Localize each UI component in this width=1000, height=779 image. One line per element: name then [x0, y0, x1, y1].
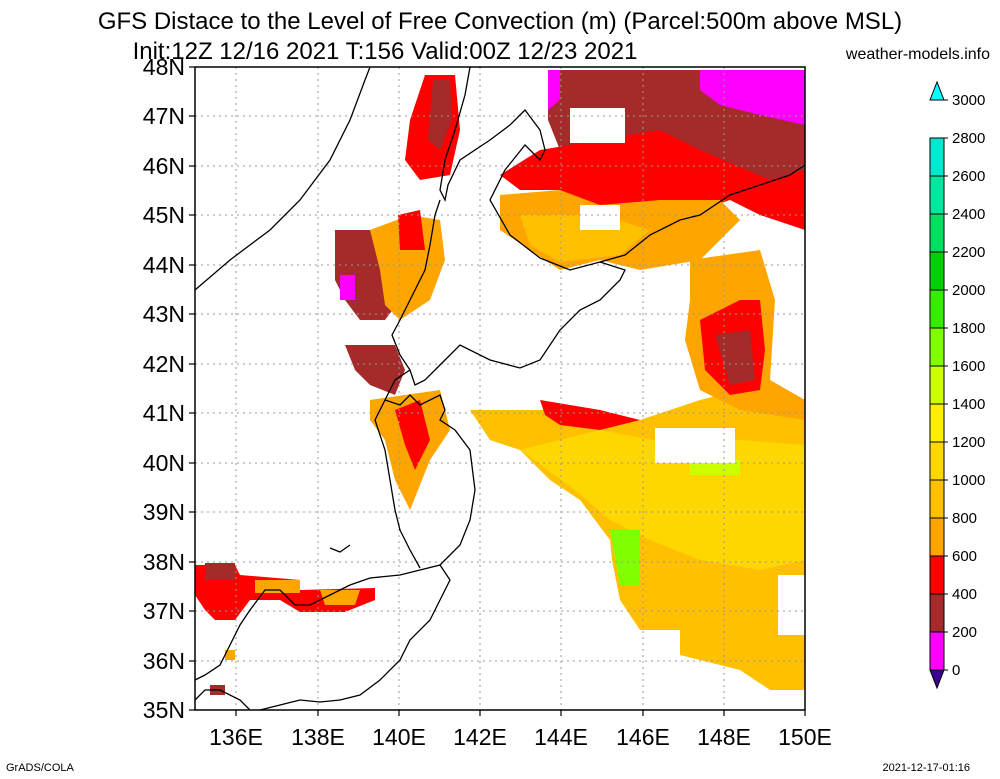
colorbar-swatch: [929, 365, 945, 405]
colorbar-label: 2200: [952, 244, 985, 261]
colorbar-swatch: [929, 289, 945, 329]
colorbar-label: 800: [952, 510, 977, 527]
colorbar-swatch: [929, 517, 945, 557]
colorbar-upper-arrow: [929, 80, 945, 101]
colorbar-label: 1400: [952, 396, 985, 413]
lat-label: 42N: [143, 351, 185, 377]
colorbar-label: 1600: [952, 358, 985, 375]
colorbar-label: 0: [952, 662, 960, 679]
lat-label: 40N: [143, 450, 185, 476]
lat-label: 48N: [143, 54, 185, 80]
colorbar-swatch: [929, 479, 945, 519]
lat-label: 45N: [143, 202, 185, 228]
lat-label: 47N: [143, 103, 185, 129]
colorbar-label: 3000: [952, 92, 985, 109]
lat-label: 39N: [143, 499, 185, 525]
colorbar-swatch: [929, 213, 945, 253]
colorbar-label: 2800: [952, 130, 985, 147]
lat-label: 37N: [143, 598, 185, 624]
colorbar-label: 1800: [952, 320, 985, 337]
lon-label: 146E: [616, 724, 670, 750]
colorbar-swatch: [929, 137, 945, 177]
colorbar-label: 1000: [952, 472, 985, 489]
colorbar-swatch: [929, 175, 945, 215]
colorbar: 0 200 400 600 800 1000 1200 1400 1600 1800 2000 220…: [929, 80, 985, 690]
lat-label: 41N: [143, 400, 185, 426]
map-frame: [194, 66, 806, 711]
lat-label: 38N: [143, 549, 185, 575]
lat-label: 43N: [143, 301, 185, 327]
lon-label: 138E: [291, 724, 345, 750]
colorbar-swatch: [929, 403, 945, 443]
colorbar-lower-arrow: [929, 669, 945, 690]
coastlines: [194, 66, 806, 711]
colorbar-label: 200: [952, 624, 977, 641]
colorbar-swatch: [929, 251, 945, 291]
colorbar-label: 400: [952, 586, 977, 603]
colorbar-label: 2000: [952, 282, 985, 299]
lat-lon-grid: [195, 67, 805, 710]
colorbar-swatch: [929, 593, 945, 633]
lon-label: 150E: [778, 724, 832, 750]
lon-label: 140E: [372, 724, 426, 750]
map-title: GFS Distace to the Level of Free Convect…: [97, 8, 903, 35]
footer-timestamp: 2021-12-17-01:16: [882, 762, 970, 774]
map-subtitle: Init:12Z 12/16 2021 T:156 Valid:00Z 12/2…: [132, 38, 638, 65]
lon-label: 148E: [697, 724, 751, 750]
colorbar-label: 2600: [952, 168, 985, 185]
lat-label: 46N: [143, 153, 185, 179]
colorbar-swatch: [929, 441, 945, 481]
lon-label: 144E: [534, 724, 588, 750]
colorbar-swatch: [929, 631, 945, 671]
lat-label: 44N: [143, 252, 185, 278]
lat-label: 36N: [143, 648, 185, 674]
lon-label: 142E: [453, 724, 507, 750]
site-credit: weather-models.info: [845, 46, 990, 63]
colorbar-swatch: [929, 327, 945, 367]
colorbar-label: 600: [952, 548, 977, 565]
lat-label: 35N: [143, 697, 185, 723]
colorbar-swatch: [929, 555, 945, 595]
colorbar-label: 2400: [952, 206, 985, 223]
lon-label: 136E: [209, 724, 263, 750]
field-patches: [195, 70, 805, 695]
footer-credit: GrADS/COLA: [6, 762, 74, 774]
colorbar-label: 1200: [952, 434, 985, 451]
